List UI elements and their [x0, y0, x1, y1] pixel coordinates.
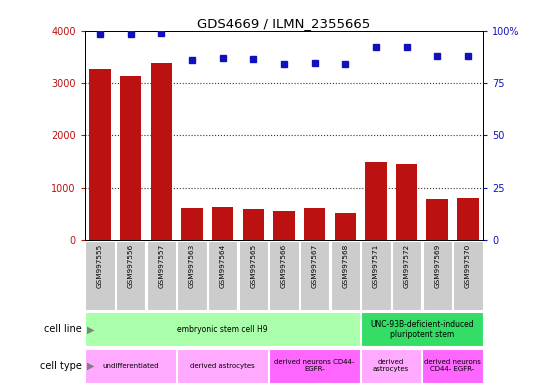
- Bar: [181, 208, 203, 240]
- Title: GDS4669 / ILMN_2355665: GDS4669 / ILMN_2355665: [197, 17, 371, 30]
- Text: GSM997567: GSM997567: [312, 243, 318, 288]
- Bar: [208, 241, 238, 310]
- Bar: [457, 198, 479, 240]
- Text: GSM997564: GSM997564: [219, 243, 225, 288]
- Bar: [176, 349, 268, 383]
- Text: GSM997572: GSM997572: [403, 243, 410, 288]
- Bar: [304, 208, 325, 240]
- Bar: [85, 349, 176, 383]
- Bar: [396, 164, 417, 240]
- Text: undifferentiated: undifferentiated: [102, 363, 159, 369]
- Text: GSM997557: GSM997557: [158, 243, 164, 288]
- Bar: [151, 63, 172, 240]
- Text: GSM997563: GSM997563: [189, 243, 195, 288]
- Text: GSM997571: GSM997571: [373, 243, 379, 288]
- Text: UNC-93B-deficient-induced
pluripotent stem: UNC-93B-deficient-induced pluripotent st…: [370, 319, 474, 339]
- Bar: [269, 349, 360, 383]
- Bar: [269, 241, 299, 310]
- Bar: [85, 313, 360, 346]
- Bar: [239, 241, 268, 310]
- Text: ▶: ▶: [87, 361, 95, 371]
- Bar: [300, 241, 329, 310]
- Bar: [361, 241, 390, 310]
- Bar: [423, 241, 452, 310]
- Bar: [85, 241, 115, 310]
- Bar: [273, 212, 295, 240]
- Text: derived neurons CD44-
EGFR-: derived neurons CD44- EGFR-: [275, 359, 355, 372]
- Bar: [242, 209, 264, 240]
- Bar: [392, 241, 422, 310]
- Bar: [422, 349, 483, 383]
- Text: embryonic stem cell H9: embryonic stem cell H9: [177, 325, 268, 334]
- Bar: [426, 199, 448, 240]
- Text: GSM997555: GSM997555: [97, 243, 103, 288]
- Bar: [212, 207, 233, 240]
- Bar: [177, 241, 206, 310]
- Text: GSM997569: GSM997569: [434, 243, 440, 288]
- Text: derived astrocytes: derived astrocytes: [190, 363, 255, 369]
- Bar: [453, 241, 483, 310]
- Bar: [335, 213, 356, 240]
- Bar: [360, 349, 422, 383]
- Text: cell line: cell line: [44, 324, 82, 334]
- Bar: [365, 162, 387, 240]
- Text: derived
astrocytes: derived astrocytes: [373, 359, 410, 372]
- Bar: [360, 313, 483, 346]
- Bar: [116, 241, 145, 310]
- Text: GSM997556: GSM997556: [128, 243, 134, 288]
- Text: derived neurons
CD44- EGFR-: derived neurons CD44- EGFR-: [424, 359, 481, 372]
- Text: GSM997565: GSM997565: [250, 243, 256, 288]
- Text: GSM997566: GSM997566: [281, 243, 287, 288]
- Bar: [89, 69, 111, 240]
- Text: cell type: cell type: [40, 361, 82, 371]
- Text: GSM997570: GSM997570: [465, 243, 471, 288]
- Bar: [120, 76, 141, 240]
- Text: ▶: ▶: [87, 324, 95, 334]
- Bar: [146, 241, 176, 310]
- Text: GSM997568: GSM997568: [342, 243, 348, 288]
- Bar: [330, 241, 360, 310]
